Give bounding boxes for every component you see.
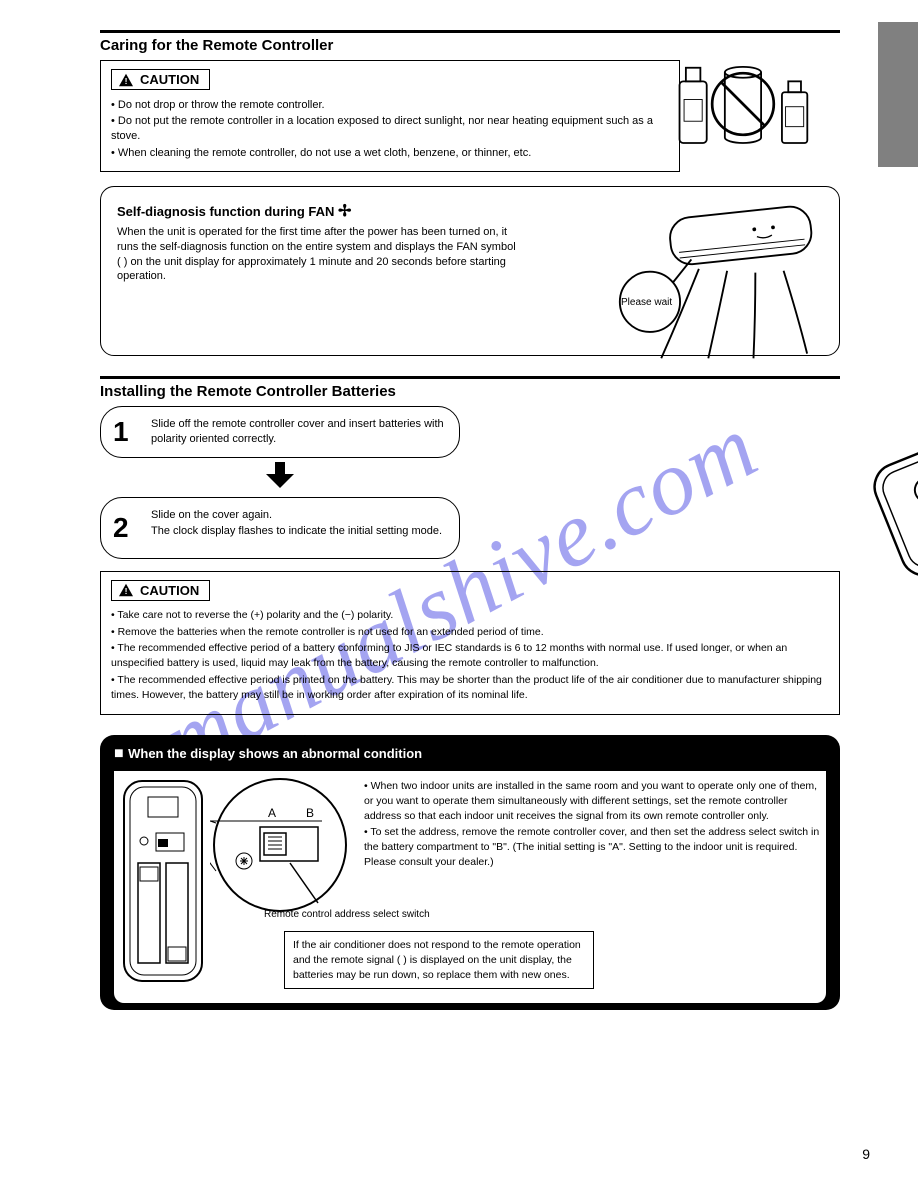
svg-text:!: !: [125, 586, 128, 596]
caution-label-2-text: CAUTION: [140, 583, 199, 598]
caution2-item-3: The recommended effective period of a ba…: [111, 641, 829, 670]
bottles-icon: [675, 54, 820, 154]
svg-text:A: A: [268, 806, 276, 820]
ac-unit-icon: [603, 203, 823, 363]
warning-icon: !: [118, 73, 134, 87]
diag-text: When the unit is operated for the first …: [117, 225, 517, 284]
please-wait-label: Please wait: [621, 297, 672, 308]
caution-label-1-text: CAUTION: [140, 72, 199, 87]
black-bullet-2: To set the address, remove the remote co…: [364, 825, 822, 869]
svg-text:!: !: [125, 75, 128, 85]
side-tab: [878, 22, 918, 167]
caution-text-1: Do not drop or throw the remote controll…: [111, 98, 669, 161]
step-2-text-1: Slide on the cover again.: [151, 508, 445, 523]
step-1-text: Slide off the remote controller cover an…: [151, 418, 444, 445]
caution2-item-1: Take care not to reverse the (+) polarit…: [111, 608, 829, 623]
page-content: Caring for the Remote Controller ! CAUTI…: [100, 30, 840, 1010]
black-panel-title: When the display shows an abnormal condi…: [128, 746, 422, 761]
caution-box-2: ! CAUTION Take care not to reverse the (…: [100, 571, 840, 716]
step-2: 2 Slide on the cover again. The clock di…: [100, 497, 460, 559]
caution-line-2: Do not put the remote controller in a lo…: [111, 114, 669, 144]
fan-icon: ✢: [338, 203, 351, 220]
black-bullet-1: When two indoor units are installed in t…: [364, 779, 822, 823]
caution-line-3: When cleaning the remote controller, do …: [111, 146, 669, 161]
caution-label-1: ! CAUTION: [111, 69, 210, 90]
rule-top-2: [100, 376, 840, 379]
switch-label: Remote control address select switch: [264, 909, 430, 920]
section1-title: Caring for the Remote Controller: [100, 37, 840, 54]
caution-box-1: ! CAUTION Do not drop or throw the remot…: [100, 60, 680, 172]
warning-icon: !: [118, 583, 134, 597]
zoom-circle-icon: A B: [210, 775, 350, 915]
page-number: 9: [862, 1146, 870, 1162]
remote-batteries-icon: [850, 396, 918, 616]
black-panel-triangle-icon: ■: [114, 745, 128, 762]
caution-2-list: Take care not to reverse the (+) polarit…: [111, 608, 829, 702]
self-diagnosis-box: Self-diagnosis function during FAN ✢ Whe…: [100, 186, 840, 356]
step-1: 1 Slide off the remote controller cover …: [100, 406, 460, 458]
black-sub-box: If the air conditioner does not respond …: [284, 931, 594, 989]
section2-title: Installing the Remote Controller Batteri…: [100, 383, 840, 400]
step-2-number: 2: [113, 509, 129, 547]
caution-line-1: Do not drop or throw the remote controll…: [111, 98, 669, 113]
caution-label-2: ! CAUTION: [111, 580, 210, 601]
black-panel: ■ When the display shows an abnormal con…: [100, 735, 840, 1010]
caution2-item-4: The recommended effective period is prin…: [111, 673, 829, 702]
caution2-item-2: Remove the batteries when the remote con…: [111, 625, 829, 640]
remote-back-icon: [118, 777, 208, 987]
black-panel-inner: A B Remote control address select: [114, 771, 826, 1003]
rule-top-1: [100, 30, 840, 33]
down-arrow-icon: [100, 458, 460, 497]
svg-text:B: B: [306, 806, 314, 820]
step-2-text-2: The clock display flashes to indicate th…: [151, 524, 445, 539]
black-text: When two indoor units are installed in t…: [364, 779, 822, 871]
step-1-number: 1: [113, 413, 129, 451]
